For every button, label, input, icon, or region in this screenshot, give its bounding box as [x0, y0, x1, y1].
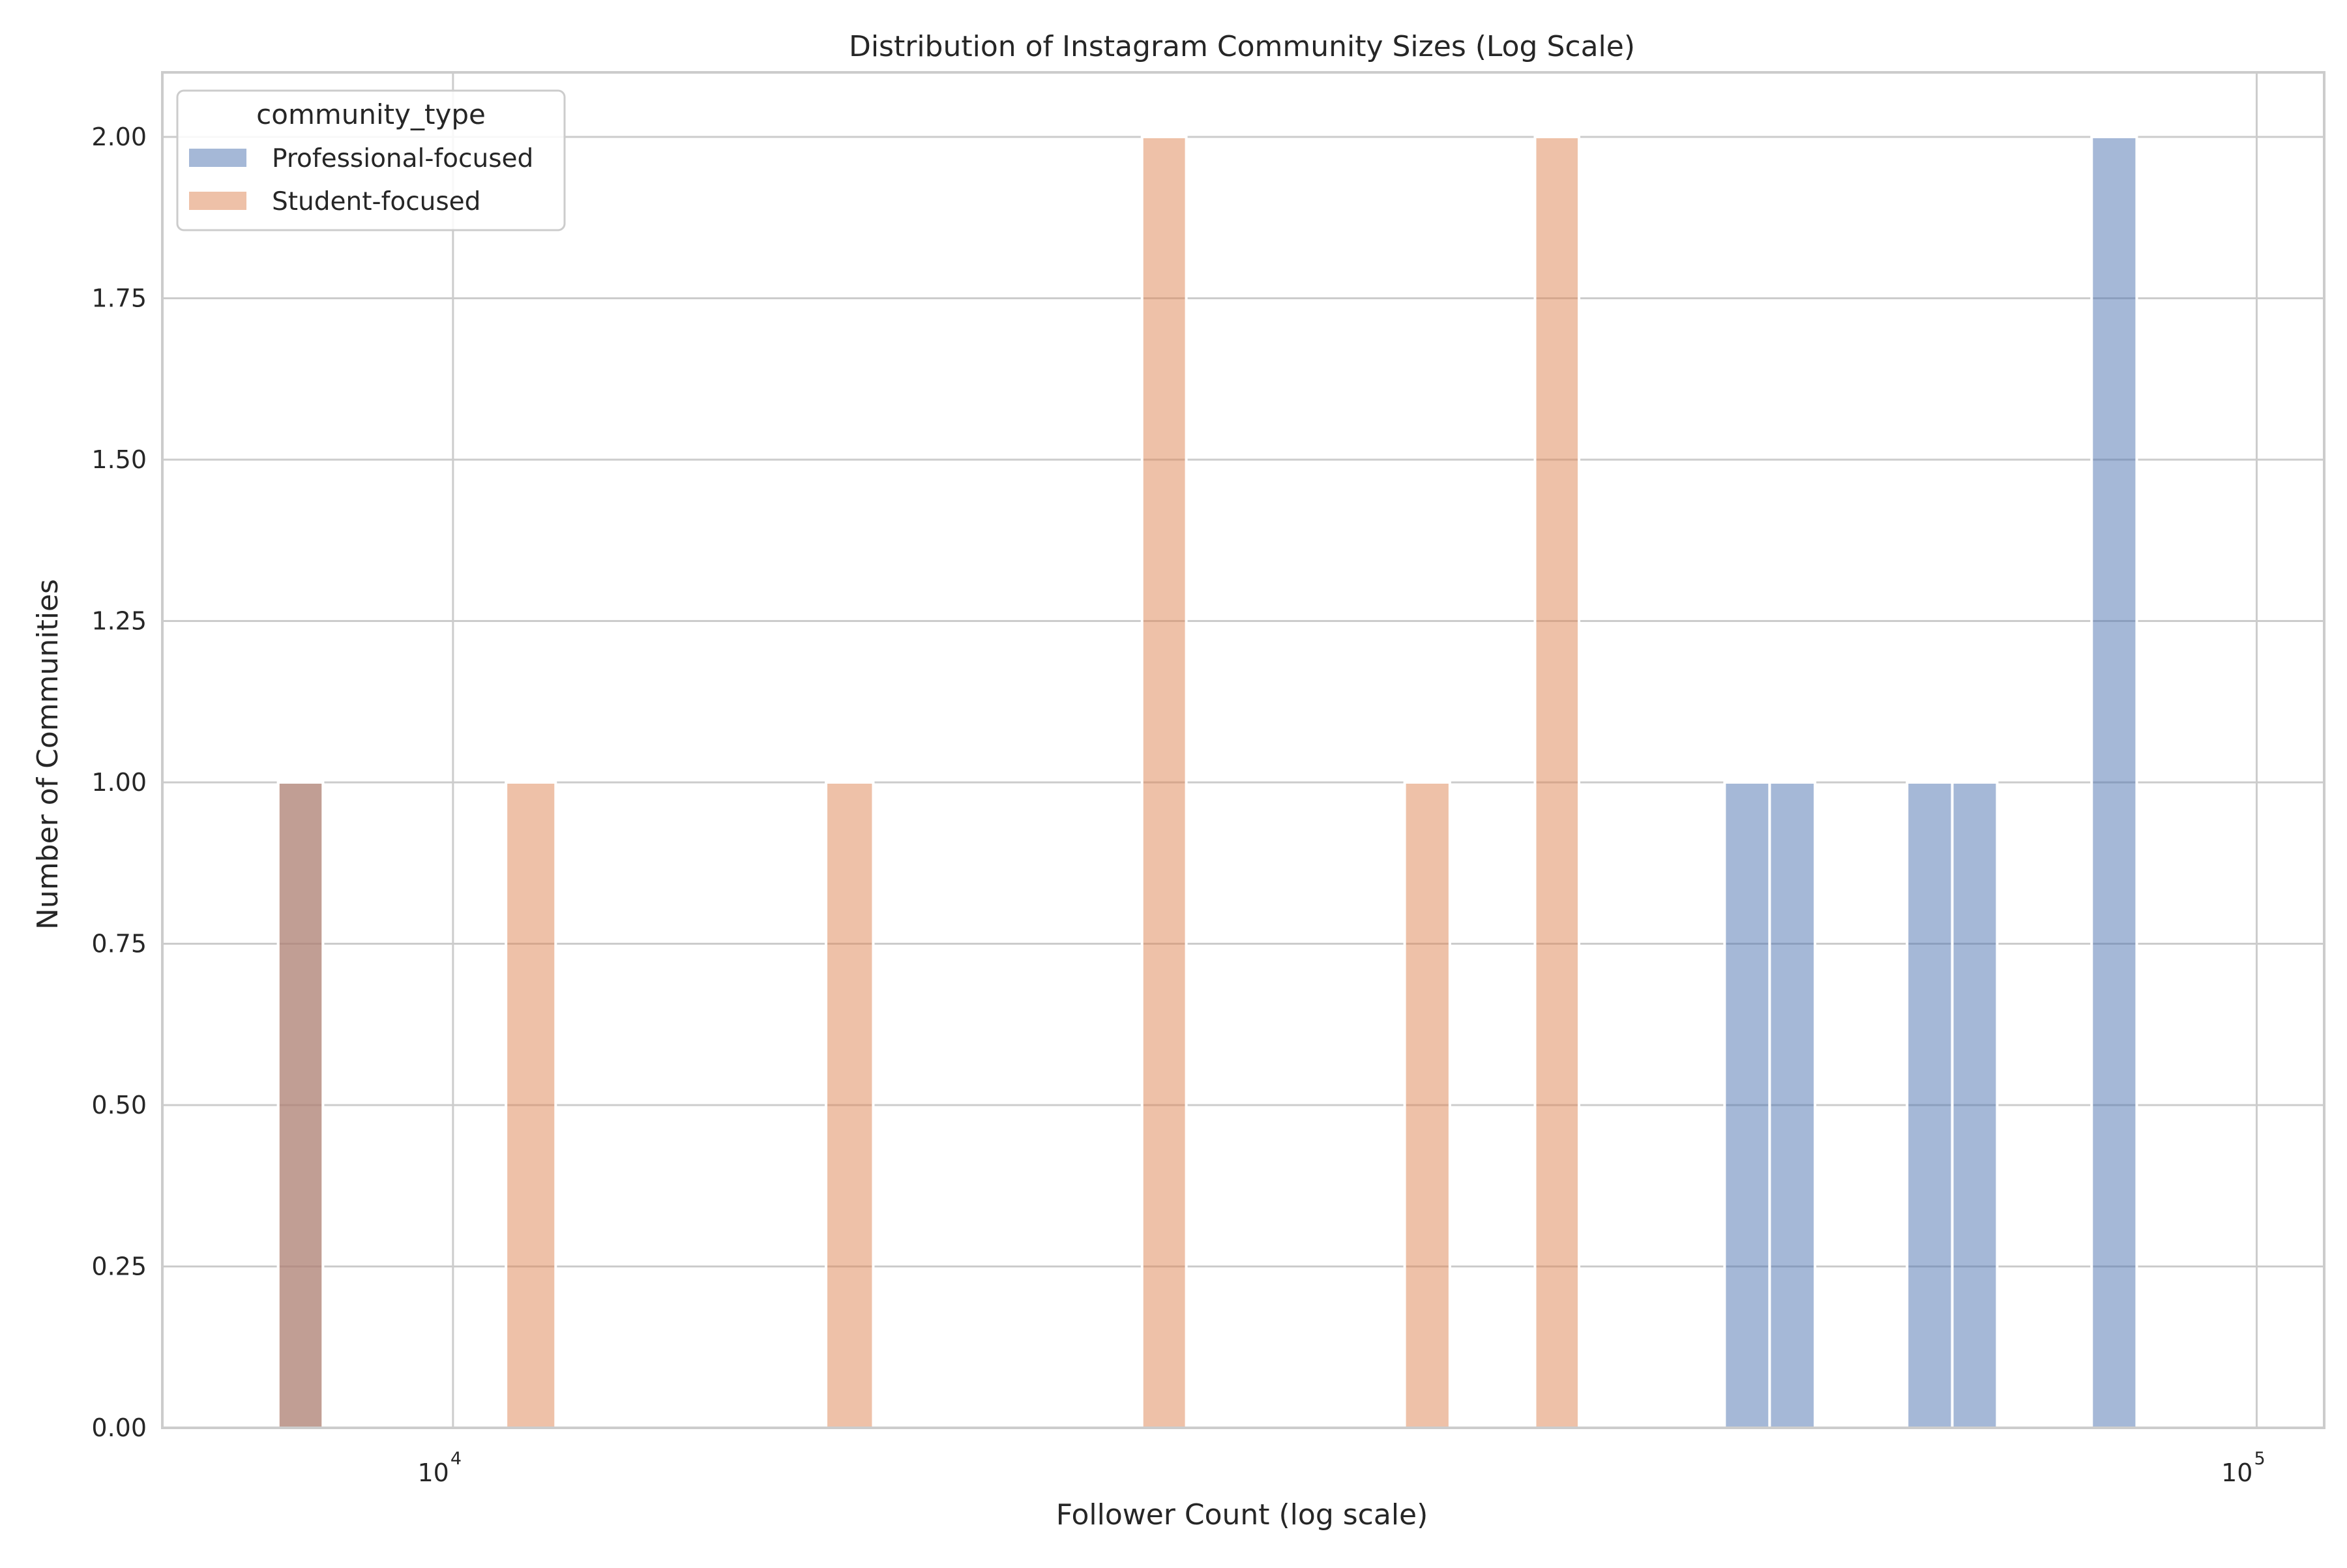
y-tick-label: 0.25 [91, 1252, 147, 1281]
legend-swatch-professional [189, 149, 246, 167]
x-tick-labels: 10 4 10 5 [417, 1449, 2265, 1487]
plot-frame [161, 71, 2325, 1429]
bar-professional-focused [1906, 781, 1954, 1429]
bar-professional-focused [1723, 781, 1771, 1429]
bar-professional-focused [1951, 781, 1999, 1429]
bars [276, 136, 2138, 1429]
x-tick-exponent: 4 [450, 1449, 462, 1469]
bar-student-focused [1140, 136, 1188, 1429]
x-tick-exponent: 5 [2254, 1449, 2265, 1469]
x-tick-base: 10 [417, 1458, 449, 1487]
bar-student-focused [276, 781, 325, 1429]
legend-label-professional: Professional-focused [272, 144, 533, 173]
chart-title: Distribution of Instagram Community Size… [849, 30, 1635, 63]
bar-student-focused [1533, 136, 1580, 1429]
y-tick-label: 1.25 [91, 607, 147, 636]
legend-swatch-student [189, 192, 246, 210]
bar-student-focused [825, 781, 875, 1429]
legend-box [176, 89, 566, 231]
bar-student-focused [505, 781, 557, 1429]
y-tick-label: 1.50 [91, 445, 147, 474]
y-tick-labels: 0.00 0.25 0.50 0.75 1.00 1.25 1.50 1.75 2.00 [91, 123, 147, 1442]
y-tick-label: 0.50 [91, 1091, 147, 1119]
x-axis-label: Follower Count (log scale) [1056, 1498, 1428, 1531]
bar-professional-focused [2090, 136, 2138, 1429]
x-tick-label: 10 5 [2221, 1449, 2266, 1487]
legend-title: community_type [256, 98, 486, 130]
y-tick-label: 0.75 [91, 930, 147, 958]
y-axis-label: Number of Communities [31, 579, 65, 930]
y-tick-label: 1.75 [91, 284, 147, 313]
bar-professional-focused [1768, 781, 1816, 1429]
legend: community_type Professional-focused Stud… [176, 89, 566, 231]
y-tick-label: 2.00 [91, 123, 147, 151]
y-tick-label: 0.00 [91, 1413, 147, 1442]
x-tick-base: 10 [2221, 1458, 2252, 1487]
y-tick-label: 1.00 [91, 768, 147, 797]
x-tick-label: 10 4 [417, 1449, 462, 1487]
bar-student-focused [1403, 781, 1451, 1429]
legend-label-student: Student-focused [272, 187, 480, 216]
